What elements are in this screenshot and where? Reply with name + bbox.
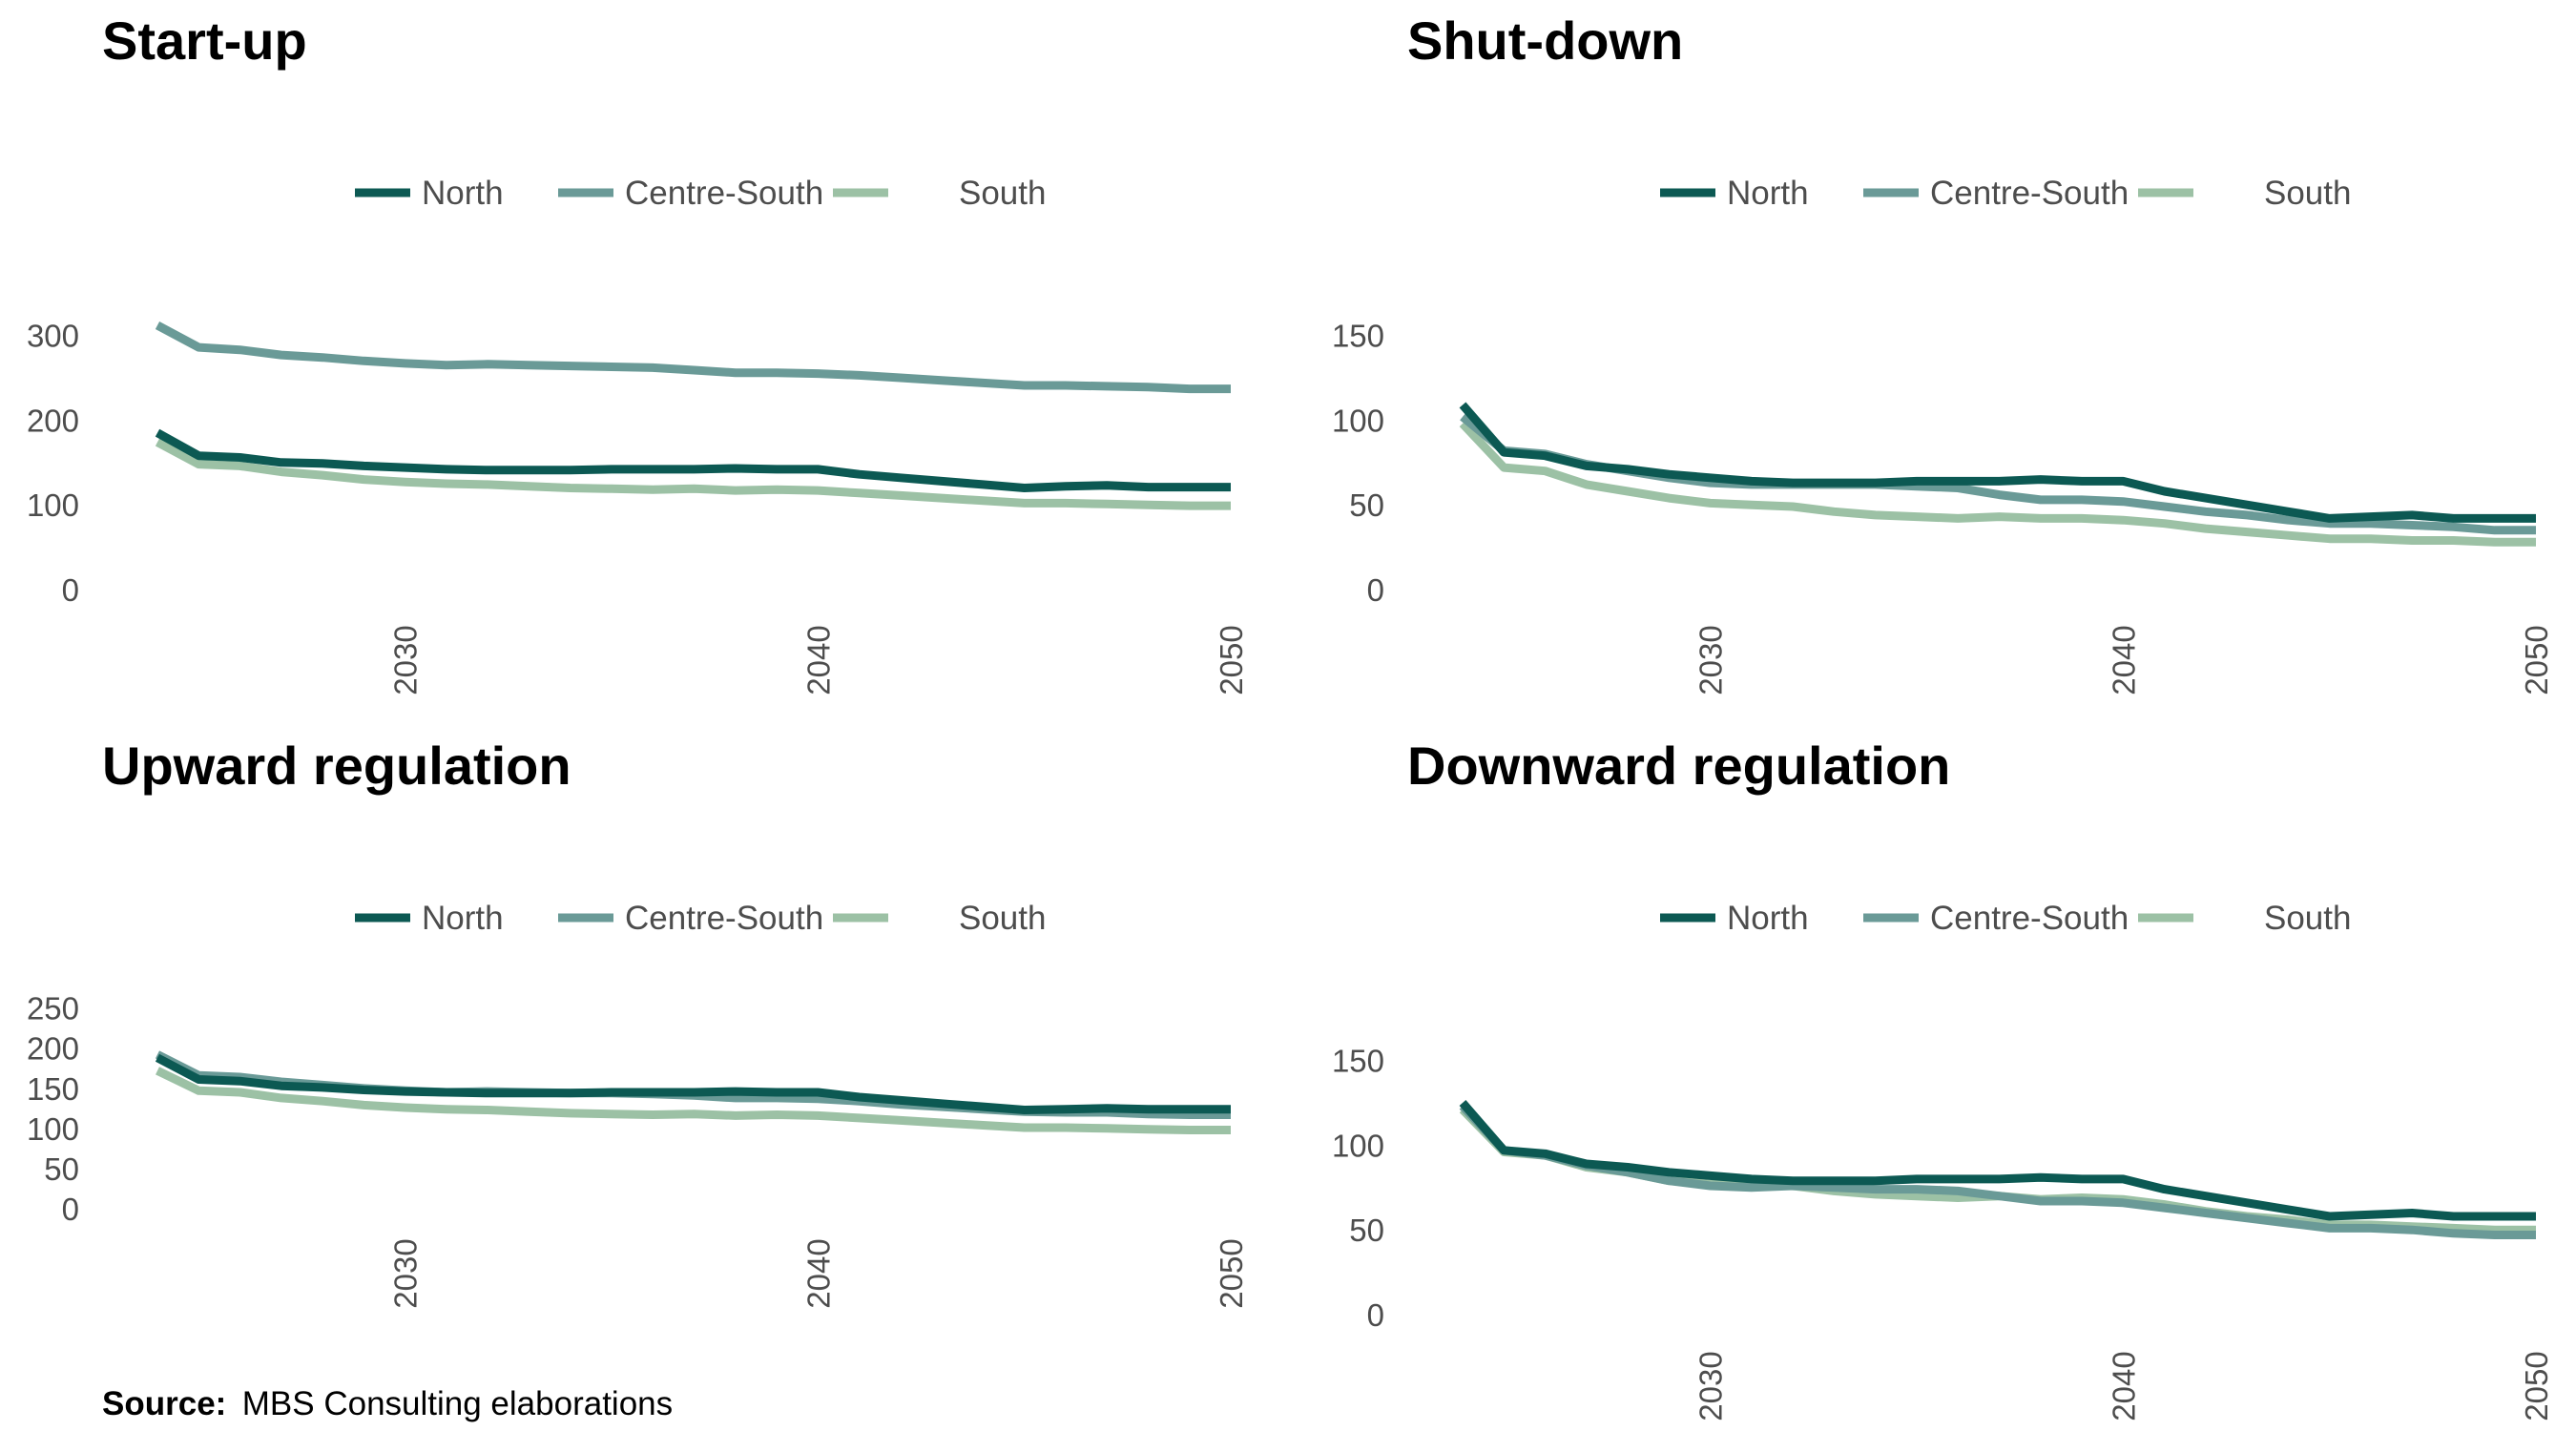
y-tick-label: 50 (1349, 487, 1384, 523)
x-tick-label: 2050 (1214, 625, 1249, 695)
y-tick-label: 50 (44, 1151, 79, 1187)
series-lines (155, 1050, 1231, 1134)
x-tick-label: 2050 (2519, 1351, 2554, 1421)
series-lines (1459, 402, 2536, 547)
x-axis: 2030 2040 2050 (388, 1238, 1249, 1308)
x-axis: 2030 2040 2050 (1693, 625, 2554, 695)
y-axis: 0 50 100 150 (1332, 1044, 1384, 1333)
chart-panel-shut-down: Shut-down North Centre-South South 0 50 100 150… (1332, 10, 2554, 695)
y-tick-label: 200 (27, 1031, 79, 1067)
x-tick-label: 2030 (1693, 1351, 1729, 1421)
y-tick-label: 150 (27, 1071, 79, 1107)
series-line-north (155, 428, 1231, 492)
chart-panel-start-up: Start-up North Centre-South South 0 100 200 300… (27, 10, 1249, 695)
y-tick-label: 150 (1332, 319, 1384, 354)
y-tick-label: 200 (27, 403, 79, 438)
legend-label-centre-south: Centre-South (1930, 900, 2129, 937)
y-tick-label: 0 (1367, 1297, 1384, 1333)
legend-label-south: South (2264, 175, 2351, 212)
series-lines (155, 321, 1231, 510)
legend-label-centre-south: Centre-South (1930, 175, 2129, 212)
series-lines (1459, 1100, 2536, 1239)
legend-label-north: North (422, 900, 504, 937)
chart-title: Downward regulation (1407, 736, 1950, 796)
legend: North Centre-South South (355, 175, 1046, 212)
legend-label-north: North (422, 175, 504, 212)
y-axis: 0 50 100 150 (1332, 319, 1384, 608)
x-axis: 2030 2040 2050 (388, 625, 1249, 695)
y-tick-label: 0 (62, 572, 79, 608)
source-label: Source: (102, 1385, 226, 1422)
y-tick-label: 100 (27, 487, 79, 523)
x-tick-label: 2040 (800, 625, 836, 695)
y-tick-label: 0 (1367, 572, 1384, 608)
x-axis: 2030 2040 2050 (1693, 1351, 2554, 1421)
x-tick-label: 2050 (1214, 1238, 1249, 1308)
series-line-south (155, 438, 1231, 510)
series-line-centre-south (155, 321, 1231, 394)
x-tick-label: 2030 (1693, 625, 1729, 695)
y-tick-label: 250 (27, 991, 79, 1027)
legend-label-north: North (1727, 175, 1809, 212)
x-tick-label: 2030 (388, 625, 424, 695)
legend-label-south: South (959, 175, 1046, 212)
x-tick-label: 2030 (388, 1238, 424, 1308)
x-tick-label: 2040 (2106, 1351, 2141, 1421)
y-tick-label: 100 (27, 1111, 79, 1147)
legend: North Centre-South South (1660, 175, 2351, 212)
series-line-centre-south (1459, 1103, 2536, 1239)
x-tick-label: 2050 (2519, 625, 2554, 695)
x-tick-label: 2040 (2106, 625, 2141, 695)
legend-label-centre-south: Centre-South (625, 900, 823, 937)
y-tick-label: 150 (1332, 1044, 1384, 1079)
legend-label-centre-south: Centre-South (625, 175, 823, 212)
x-tick-label: 2040 (800, 1238, 836, 1308)
legend-label-south: South (959, 900, 1046, 937)
chart-title: Upward regulation (102, 736, 571, 796)
series-line-north (1459, 1100, 2536, 1221)
chart-panel-downward-regulation: Downward regulation North Centre-South Sout… (1332, 736, 2554, 1421)
series-line-south (1459, 420, 2536, 547)
series-line-south (156, 1067, 1231, 1134)
y-tick-label: 0 (62, 1192, 79, 1227)
legend-label-south: South (2264, 900, 2351, 937)
legend-label-north: North (1727, 900, 1809, 937)
chart-title: Shut-down (1407, 10, 1683, 71)
y-tick-label: 300 (27, 319, 79, 354)
chart-panels: Start-up North Centre-South South 0 100 200 300… (27, 10, 2554, 1421)
source-note: Source: MBS Consulting elaborations (102, 1385, 673, 1422)
series-line-north (155, 1053, 1231, 1114)
y-tick-label: 50 (1349, 1213, 1384, 1248)
y-axis: 0 100 200 300 (27, 319, 79, 608)
y-tick-label: 100 (1332, 403, 1384, 438)
source-text: MBS Consulting elaborations (242, 1385, 673, 1422)
y-axis: 0 50 100 150 200 250 (27, 991, 79, 1227)
chart-panel-upward-regulation: Upward regulation North Centre-South South 0… (27, 736, 1249, 1309)
series-line-north (1459, 402, 2536, 523)
legend: North Centre-South South (1660, 900, 2351, 937)
y-tick-label: 100 (1332, 1128, 1384, 1163)
chart-title: Start-up (102, 10, 307, 71)
legend: North Centre-South South (355, 900, 1046, 937)
